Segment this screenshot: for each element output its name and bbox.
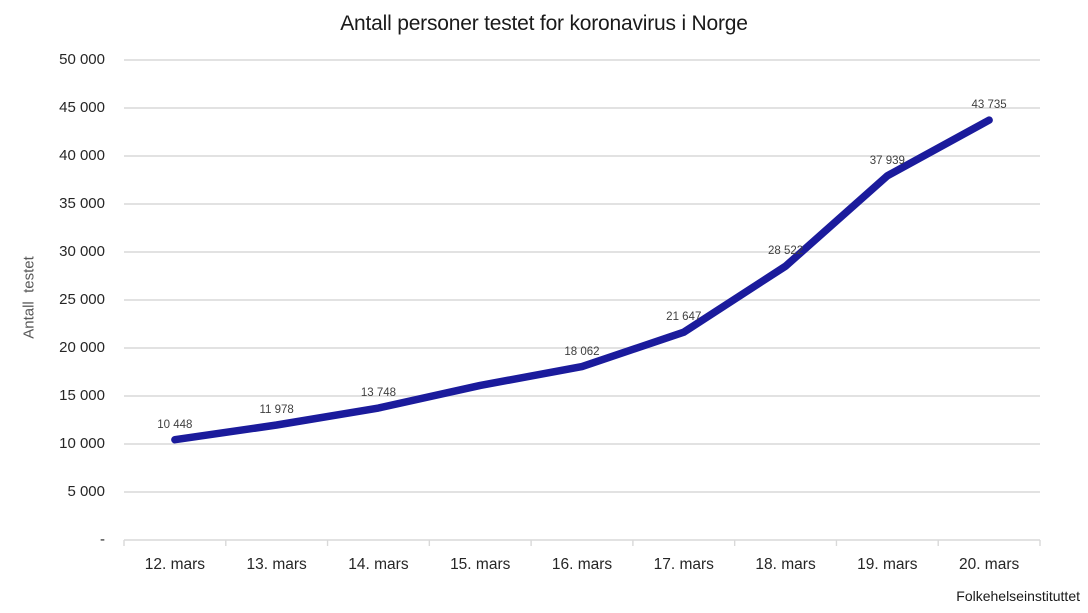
y-axis-tick-label: 50 000 xyxy=(59,51,105,68)
y-axis-tick-label: - xyxy=(100,531,105,548)
x-axis-tick-label: 19. mars xyxy=(857,556,918,573)
x-axis-tick-label: 17. mars xyxy=(653,556,714,573)
y-axis-tick-label: 35 000 xyxy=(59,195,105,212)
x-axis-tick-label: 12. mars xyxy=(144,556,206,573)
x-axis-tick-label: 14. mars xyxy=(348,556,409,573)
y-axis-tick-label: 20 000 xyxy=(59,339,105,356)
data-point-label: 18 062 xyxy=(564,345,600,358)
data-point-label: 10 448 xyxy=(157,418,193,431)
data-point-label: 43 735 xyxy=(971,99,1007,112)
x-axis-tick-label: 13. mars xyxy=(246,556,307,573)
y-axis-tick-label: 45 000 xyxy=(59,99,105,116)
x-axis-tick-label: 15. mars xyxy=(450,556,511,573)
y-axis-tick-label: 25 000 xyxy=(59,291,105,308)
data-point-label: 11 978 xyxy=(259,404,294,416)
data-point-label: 28 522 xyxy=(767,245,804,258)
x-axis-tick-label: 18. mars xyxy=(755,556,816,573)
y-axis-tick-label: 15 000 xyxy=(59,387,105,404)
data-point-label: 37 939 xyxy=(869,154,905,167)
chart-title: Antall personer testet for koronavirus i… xyxy=(340,12,748,35)
y-axis-tick-label: 5 000 xyxy=(67,483,105,500)
data-point-label: 21 647 xyxy=(666,311,702,324)
y-axis-tick-label: 10 000 xyxy=(59,435,105,452)
data-line xyxy=(171,116,993,444)
y-axis-tick-label: 30 000 xyxy=(59,243,105,260)
y-axis-tick-label: 40 000 xyxy=(59,147,105,164)
source-credit: Folkehelseinstituttet xyxy=(956,588,1080,604)
data-point-label: 13 748 xyxy=(360,387,397,400)
x-axis-tick-label: 16. mars xyxy=(551,556,613,573)
x-axis-tick-label: 20. mars xyxy=(958,556,1020,573)
